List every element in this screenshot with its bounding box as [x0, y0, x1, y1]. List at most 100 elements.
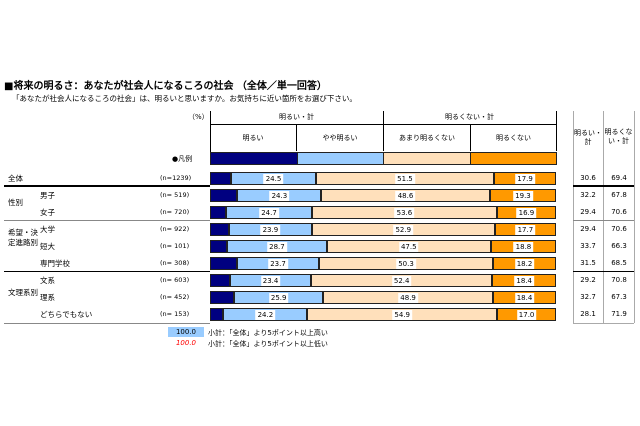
divider — [573, 271, 634, 272]
data-label: 47.5 — [398, 241, 419, 252]
row-label: 全体 — [8, 174, 23, 183]
data-label: 25.9 — [268, 292, 289, 303]
legend-swatch-0 — [210, 152, 298, 165]
divider — [296, 125, 297, 151]
sum-bright-value: 28.1 — [580, 310, 596, 318]
data-label: 17.0 — [516, 309, 537, 320]
data-label: 53.6 — [394, 207, 415, 218]
row-n: (n= 101) — [160, 242, 190, 250]
divider — [4, 323, 210, 324]
header-series-3: 明るくない — [496, 134, 531, 142]
bar-segment — [210, 257, 237, 270]
row-n: (n= 720) — [160, 208, 190, 216]
divider — [573, 185, 634, 187]
group-label: 性別 — [8, 198, 23, 207]
divider — [556, 111, 557, 151]
row-n: (n=1239) — [160, 174, 192, 182]
divider — [210, 124, 556, 125]
header-sum-bright: 明るい・計 — [574, 129, 602, 146]
divider — [4, 185, 210, 187]
bar-segment — [210, 206, 227, 219]
sum-not-bright-value: 70.8 — [611, 276, 627, 284]
data-label: 17.7 — [515, 224, 536, 235]
note-sample-high: 100.0 — [168, 327, 204, 337]
sum-not-bright-value: 71.9 — [611, 310, 627, 318]
header-group-not-bright: 明るくない・計 — [445, 113, 494, 121]
data-label: 24.7 — [259, 207, 279, 218]
sum-not-bright-value: 67.3 — [611, 293, 627, 301]
row-label: 文系 — [40, 276, 55, 285]
divider — [573, 220, 634, 221]
sum-bright-value: 29.4 — [580, 225, 596, 233]
divider — [4, 220, 210, 221]
divider — [470, 125, 471, 151]
data-label: 18.2 — [514, 258, 535, 269]
data-label: 23.4 — [260, 275, 281, 286]
data-label: 19.3 — [513, 190, 533, 201]
legend-swatch-3 — [469, 152, 557, 165]
chart-title: ■将来の明るさ：あなたが社会人になるころの社会 （全体／単一回答） — [4, 81, 327, 92]
sum-bright-value: 29.4 — [580, 208, 596, 216]
divider — [573, 111, 574, 323]
question-text: 「あなたが社会人になるころの社会」は、明るいと思いますか。お気持ちに近い箇所をお… — [12, 94, 357, 103]
data-label: 28.7 — [267, 241, 287, 252]
row-label: 女子 — [40, 208, 55, 217]
row-n: (n= 452) — [160, 293, 190, 301]
sum-bright-value: 31.5 — [580, 259, 596, 267]
sum-bright-value: 32.7 — [580, 293, 596, 301]
divider — [573, 323, 634, 324]
sum-bright-value: 33.7 — [580, 242, 596, 250]
row-label: 男子 — [40, 191, 55, 200]
data-label: 18.4 — [514, 292, 535, 303]
data-label: 18.8 — [513, 241, 534, 252]
bar-segment — [210, 308, 224, 321]
row-label: 専門学校 — [40, 259, 70, 268]
legend-label: ●凡例 — [172, 155, 193, 163]
group-label: 文理系別 — [8, 288, 38, 297]
data-label: 24.5 — [263, 173, 284, 184]
legend-swatch-2 — [383, 152, 471, 165]
data-label: 48.9 — [398, 292, 418, 303]
data-label: 48.6 — [395, 190, 416, 201]
divider — [634, 111, 635, 323]
header-series-1: やや明るい — [322, 134, 358, 142]
note-text-low: 小計：「全体」より5ポイント以上低い — [208, 340, 328, 348]
data-label: 54.9 — [392, 309, 412, 320]
bar-segment — [210, 172, 232, 185]
data-label: 51.5 — [395, 173, 415, 184]
sum-not-bright-value: 69.4 — [611, 174, 627, 182]
row-label: 短大 — [40, 242, 55, 251]
sum-bright-value: 29.2 — [580, 276, 596, 284]
data-label: 23.9 — [260, 224, 281, 235]
bar-segment — [210, 291, 234, 304]
data-label: 23.7 — [268, 258, 288, 269]
divider — [603, 111, 604, 323]
data-label: 24.3 — [269, 190, 290, 201]
divider — [210, 111, 211, 165]
row-label: 大学 — [40, 225, 55, 234]
header-sum-not-bright: 明るくない・計 — [604, 128, 633, 145]
data-label: 50.3 — [396, 258, 416, 269]
sum-not-bright-value: 66.3 — [611, 242, 627, 250]
sum-not-bright-value: 70.6 — [611, 225, 627, 233]
row-n: (n= 603) — [160, 276, 190, 284]
row-label: 理系 — [40, 293, 55, 302]
row-n: (n= 519) — [160, 191, 190, 199]
legend-swatch-1 — [296, 152, 384, 165]
data-label: 16.9 — [516, 207, 537, 218]
row-n: (n= 153) — [160, 310, 190, 318]
sum-not-bright-value: 70.6 — [611, 208, 627, 216]
note-sample-low: 100.0 — [175, 339, 197, 347]
data-label: 24.2 — [255, 309, 276, 320]
data-label: 52.4 — [391, 275, 412, 286]
divider — [383, 111, 384, 151]
data-label: 18.4 — [514, 275, 534, 286]
sum-bright-value: 30.6 — [580, 174, 596, 182]
divider — [4, 271, 210, 272]
sum-not-bright-value: 68.5 — [611, 259, 627, 267]
note-text-high: 小計：「全体」より5ポイント以上高い — [208, 329, 328, 337]
data-label: 52.9 — [393, 224, 414, 235]
sum-bright-value: 32.2 — [580, 191, 596, 199]
bar-segment — [210, 240, 228, 253]
